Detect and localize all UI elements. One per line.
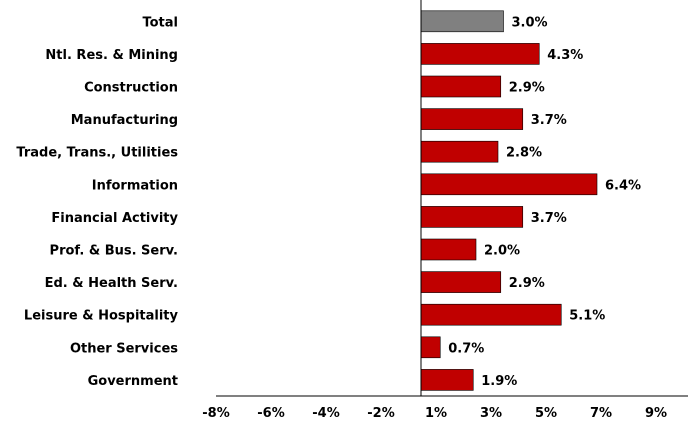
x-tick-label: -2%	[367, 406, 394, 421]
bar	[420, 108, 524, 130]
category-labels: Total Ntl. Res. & Mining Construction Manuf…	[16, 15, 178, 389]
category-label: Other Services	[70, 341, 178, 356]
bar	[420, 369, 474, 391]
value-label: 2.8%	[506, 146, 542, 161]
x-tick-label: -6%	[257, 406, 284, 421]
value-label: 3.7%	[531, 113, 567, 128]
value-label: 3.0%	[512, 15, 548, 30]
x-tick-label: 1%	[425, 406, 447, 421]
x-tick-labels: -8% -6% -4% -2% 1% 3% 5% 7% 9%	[202, 406, 667, 421]
x-tick-label: -4%	[312, 406, 339, 421]
bar	[420, 238, 477, 261]
value-label: 2.0%	[484, 244, 520, 259]
x-tick-label: -8%	[202, 406, 229, 421]
value-label: 4.3%	[547, 48, 583, 63]
bar	[420, 173, 598, 196]
x-tick-label: 7%	[590, 406, 612, 421]
x-tick-label: 3%	[480, 406, 502, 421]
x-tick-label: 9%	[645, 406, 667, 421]
bar	[420, 140, 499, 163]
bar	[420, 303, 562, 326]
axes-layer	[216, 0, 688, 397]
bar	[420, 336, 441, 359]
bar	[420, 206, 524, 228]
bar	[420, 75, 502, 98]
value-label: 2.9%	[509, 276, 545, 291]
category-label: Prof. & Bus. Serv.	[50, 244, 178, 259]
bar	[420, 43, 540, 65]
category-label: Information	[92, 178, 178, 193]
bar	[420, 271, 502, 293]
category-label: Trade, Trans., Utilities	[16, 146, 178, 161]
category-label: Manufacturing	[71, 113, 178, 128]
bars-layer	[420, 10, 598, 391]
value-label: 6.4%	[605, 178, 641, 193]
value-label: 3.7%	[531, 211, 567, 226]
category-label: Ntl. Res. & Mining	[45, 48, 178, 63]
value-label: 2.9%	[509, 81, 545, 96]
value-label: 0.7%	[448, 341, 484, 356]
value-label: 1.9%	[481, 374, 517, 389]
category-label: Government	[88, 374, 178, 389]
value-label: 5.1%	[569, 309, 605, 324]
category-label: Financial Activity	[51, 211, 178, 226]
category-label: Ed. & Health Serv.	[45, 276, 178, 291]
bar	[420, 10, 504, 33]
category-label: Construction	[84, 81, 178, 96]
x-tick-label: 5%	[535, 406, 557, 421]
value-labels: 3.0% 4.3% 2.9% 3.7% 2.8% 6.4% 3.7% 2.0% 2.9% 5.1%…	[448, 15, 641, 389]
category-label: Total	[142, 15, 178, 30]
category-label: Leisure & Hospitality	[24, 309, 179, 324]
